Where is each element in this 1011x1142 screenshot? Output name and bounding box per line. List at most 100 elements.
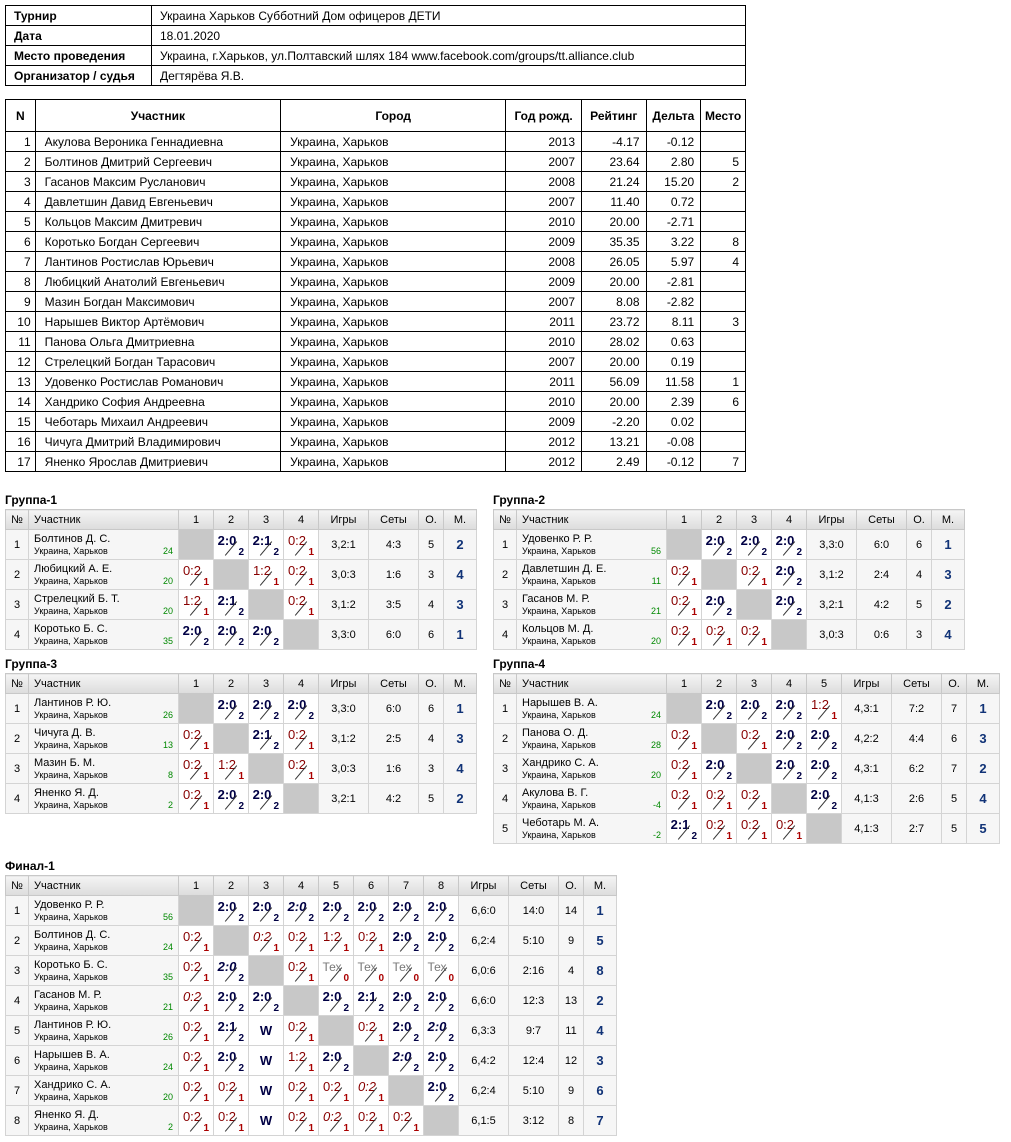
player-rating: 28 — [650, 740, 661, 750]
match-score: 2:0 — [427, 929, 447, 944]
place-cell: 1 — [443, 693, 477, 724]
diagonal-cell — [178, 895, 214, 926]
col-opponent: 1 — [178, 875, 214, 896]
table-cell: Украина, Харьков — [280, 231, 507, 252]
match-cell: 2:0 2 — [213, 619, 249, 650]
table-cell: Давлетшин Давид Евгеньевич — [34, 191, 282, 212]
match-score: 0:2 — [182, 757, 202, 772]
group-row: 2 Давлетшин Д. Е. Украина, Харьков 11 0:2 1 0:… — [493, 559, 965, 590]
match-score: 0:2 — [670, 593, 690, 608]
match-points: 1 — [308, 771, 314, 782]
match-score: 2:0 — [775, 697, 795, 712]
match-points: 2 — [831, 771, 837, 782]
match-score: 0:2 — [182, 727, 202, 742]
table-cell: 2007 — [505, 191, 583, 212]
table-row: 14 Хандрико София Андреевна Украина, Харьк… — [5, 391, 746, 412]
match-score: 2:0 — [775, 593, 795, 608]
match-score: 0:2 — [740, 563, 760, 578]
match-cell: 0:2 1 — [283, 529, 319, 560]
match-score: 0:2 — [670, 727, 690, 742]
player-name: Коротько Б. С. — [34, 958, 108, 971]
sets-cell: 12:3 — [508, 985, 559, 1016]
match-cell: 2:0 2 — [736, 529, 772, 560]
table-cell: -2.82 — [645, 291, 702, 312]
row-number: 4 — [493, 619, 517, 650]
table-cell: Украина, Харьков — [280, 351, 507, 372]
match-cell: 2:0 2 — [388, 1045, 424, 1076]
table-cell: -2.71 — [645, 211, 702, 232]
match-cell: 0:2 1 — [318, 1105, 354, 1136]
player-city: Украина, Харьков — [522, 739, 596, 750]
group-table: № Участник 1 2 3 4 Игры Сеты О. М. 1 Удовенко Р. Р.… — [493, 509, 965, 650]
table-cell: Украина, Харьков — [280, 151, 507, 172]
match-cell: 2:0 2 — [423, 985, 459, 1016]
group-row: 7 Хандрико С. А. Украина, Харьков 20 0:2 1 0:2… — [5, 1075, 617, 1106]
player-rating: 24 — [162, 1062, 173, 1072]
place-cell: 2 — [443, 529, 477, 560]
diagonal-cell — [283, 783, 319, 814]
match-points: 1 — [203, 973, 209, 984]
table-row: 5 Кольцов Максим Дмитревич Украина, Харько… — [5, 211, 746, 232]
games-cell: 3,0:3 — [318, 753, 369, 784]
group-row: 4 Коротько Б. С. Украина, Харьков 35 2:0 2 2:0… — [5, 619, 477, 650]
table-cell: 1 — [5, 131, 36, 152]
table-cell: 14 — [5, 391, 36, 412]
table-cell: 0.19 — [645, 351, 702, 372]
match-score: 0:2 — [357, 1019, 377, 1034]
group-row: 2 Болтинов Д. С. Украина, Харьков 24 0:2 1 0:2… — [5, 925, 617, 956]
match-cell: 2:0 2 — [213, 693, 249, 724]
table-row: 7 Лантинов Ростислав Юрьевич Украина, Харь… — [5, 251, 746, 272]
sets-cell: 6:2 — [891, 753, 942, 784]
place-cell: 1 — [443, 619, 477, 650]
info-value: Украина, г.Харьков, ул.Полтавский шлях 1… — [151, 45, 746, 66]
match-cell: 0:2 1 — [283, 955, 319, 986]
group-row: 3 Стрелецкий Б. Т. Украина, Харьков 20 1:2 1 2… — [5, 589, 477, 620]
diagonal-cell — [736, 753, 772, 784]
match-points: 1 — [378, 1123, 384, 1134]
table-cell: Украина, Харьков — [280, 291, 507, 312]
match-points: 2 — [238, 711, 244, 722]
sets-cell: 6:0 — [856, 529, 907, 560]
match-score: 0:2 — [287, 1109, 307, 1124]
info-key: Место проведения — [5, 45, 152, 66]
col-opponent: 6 — [353, 875, 389, 896]
match-cell: 2:0 2 — [213, 529, 249, 560]
table-cell: 20.00 — [581, 351, 647, 372]
match-cell: 2:0 2 — [771, 589, 807, 620]
table-cell — [700, 411, 746, 432]
row-number: 3 — [493, 589, 517, 620]
player-cell: Лантинов Р. Ю. Украина, Харьков 26 — [28, 1015, 179, 1046]
match-cell: 2:0 2 — [283, 895, 319, 926]
column-header: Место — [700, 99, 746, 132]
games-cell: 4,2:2 — [841, 723, 892, 754]
match-score: 2:0 — [287, 697, 307, 712]
match-score: 2:0 — [287, 899, 307, 914]
games-cell: 4,3:1 — [841, 753, 892, 784]
match-score: 0:2 — [287, 929, 307, 944]
table-row: 6 Коротько Богдан Сергеевич Украина, Харьк… — [5, 231, 746, 252]
table-cell: Яненко Ярослав Дмитриевич — [34, 451, 282, 472]
row-number: 4 — [5, 783, 29, 814]
place-cell: 2 — [583, 985, 617, 1016]
player-city: Украина, Харьков — [522, 605, 596, 616]
sets-cell: 4:3 — [368, 529, 419, 560]
table-cell: 20.00 — [581, 211, 647, 232]
diagonal-cell — [178, 529, 214, 560]
match-cell: W — [248, 1105, 284, 1136]
match-cell: 2:0 2 — [771, 529, 807, 560]
match-cell: 2:0 2 — [248, 619, 284, 650]
match-score: 0:2 — [740, 817, 760, 832]
table-cell: 2010 — [505, 391, 583, 412]
match-points: 2 — [273, 637, 279, 648]
col-opponent: 3 — [736, 509, 772, 530]
match-cell: 0:2 1 — [248, 925, 284, 956]
table-cell: Украина, Харьков — [280, 191, 507, 212]
match-cell: 2:0 2 — [701, 693, 737, 724]
player-name: Стрелецкий Б. Т. — [34, 592, 120, 605]
match-points: 2 — [796, 771, 802, 782]
player-name: Гасанов М. Р. — [34, 988, 102, 1001]
sets-cell: 4:2 — [856, 589, 907, 620]
col-games: Игры — [841, 673, 892, 694]
place-cell: 3 — [583, 1045, 617, 1076]
match-points: 1 — [761, 577, 767, 588]
